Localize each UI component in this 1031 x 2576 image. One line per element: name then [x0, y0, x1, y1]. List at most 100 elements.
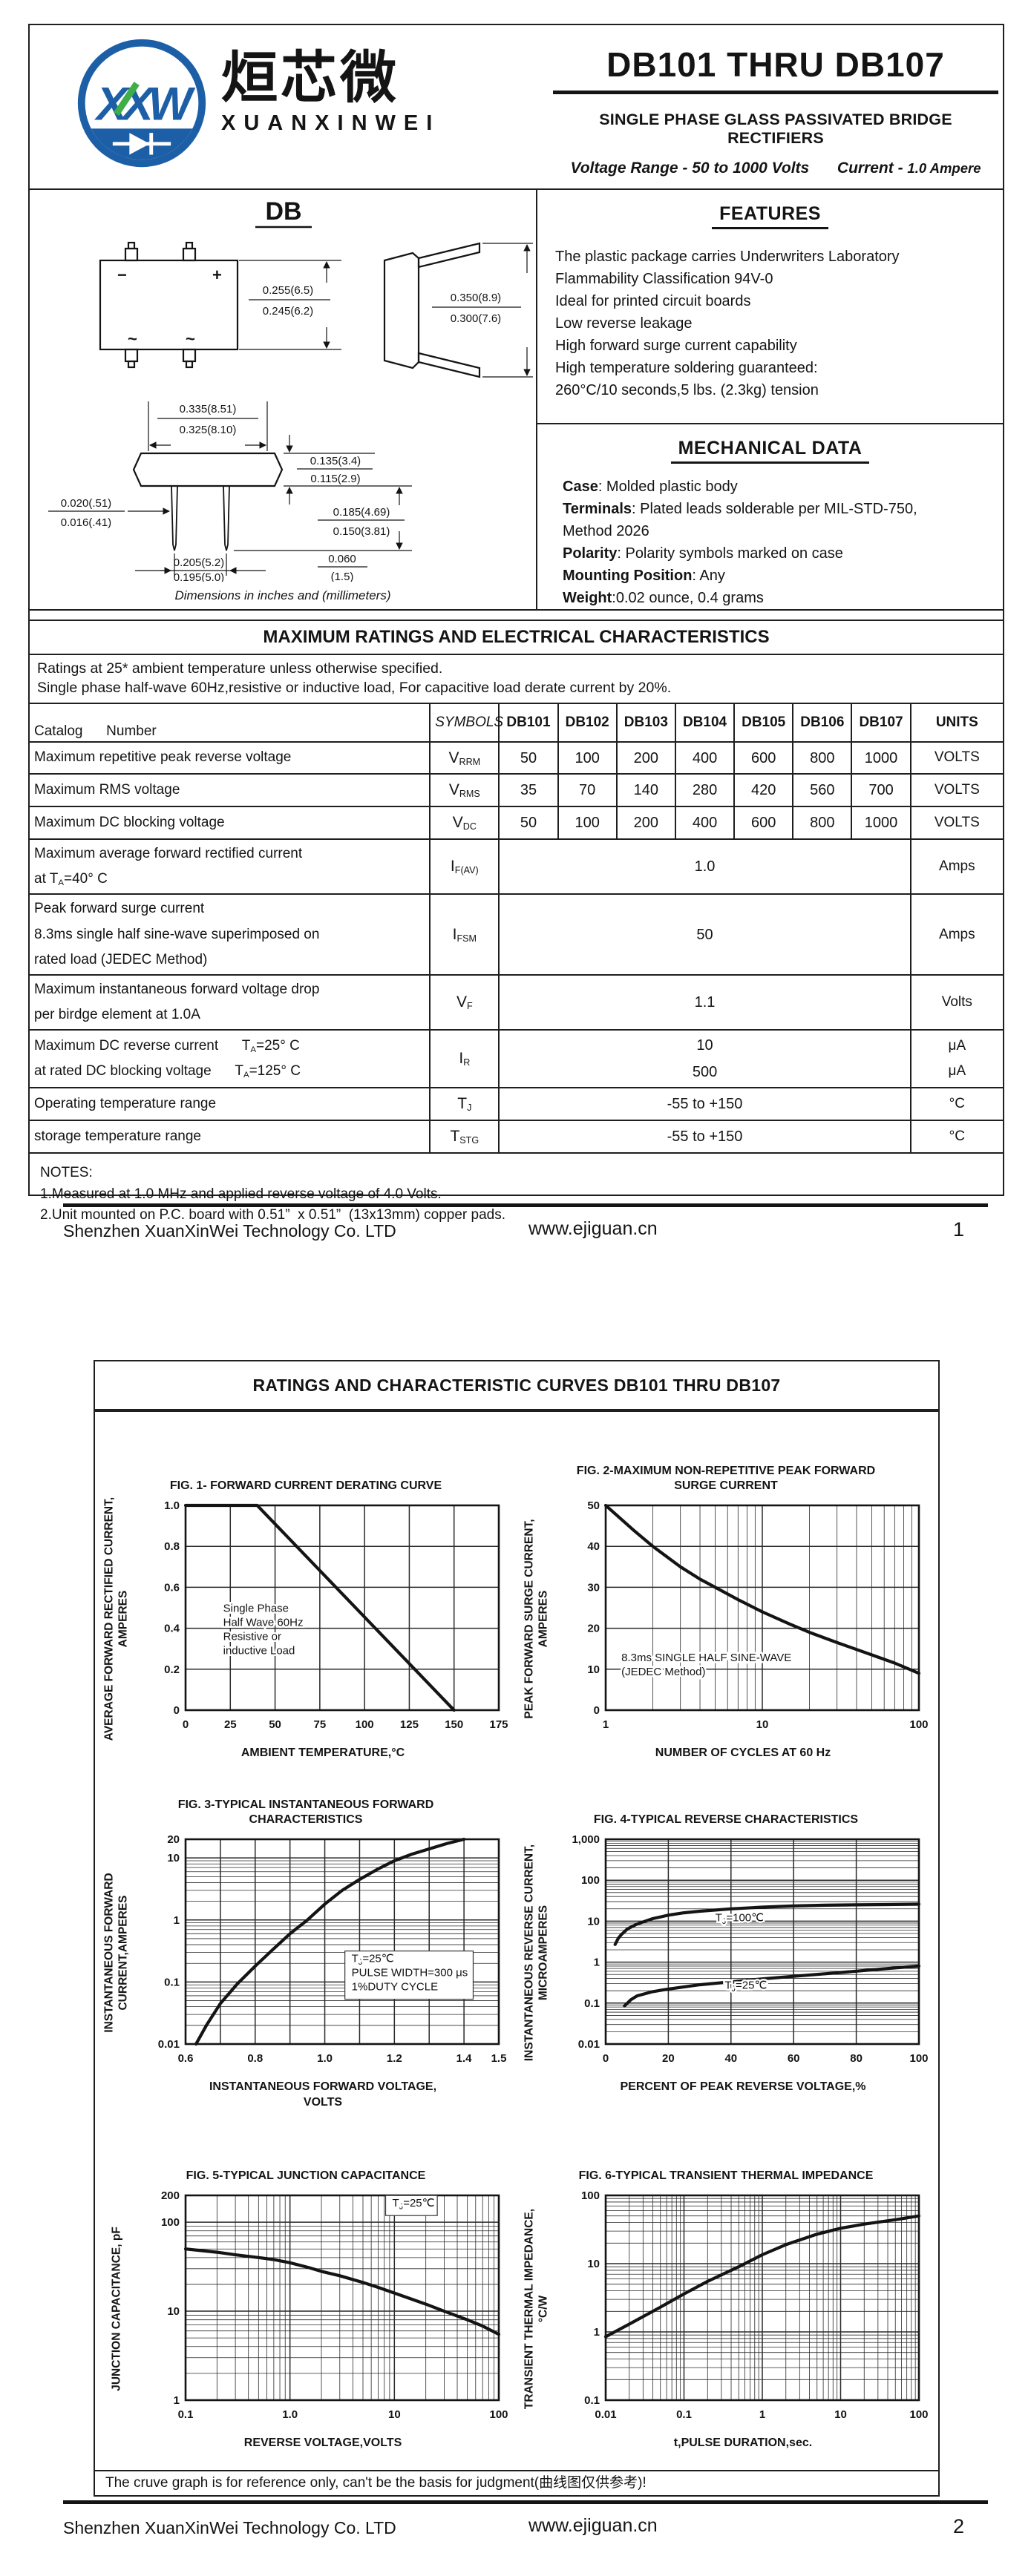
svg-text:10: 10 [587, 1663, 600, 1676]
dim-lead-width-min: 0.016(.41) [61, 516, 111, 529]
param-cell: Peak forward surge current 8.3ms single h… [30, 893, 431, 976]
svg-text:20: 20 [587, 1623, 600, 1635]
figure-6-ylabel: TRANSIENT THERMAL IMPEDANCE, °C/W [523, 2208, 550, 2410]
mechanical-data-section: MECHANICAL DATA Case: Molded plastic bod… [537, 424, 1003, 609]
svg-text:1.0: 1.0 [317, 2052, 333, 2065]
mechanical-item: Terminals: Plated leads solderable per M… [563, 501, 917, 517]
polarity-ac-left: ~ [128, 329, 137, 348]
svg-text:0.4: 0.4 [164, 1623, 180, 1635]
page-2: RATINGS AND CHARACTERISTIC CURVES DB101 … [94, 1360, 940, 2497]
ratings-condition-2: Single phase half-wave 60Hz,resistive or… [37, 680, 672, 697]
figure-5-plot: 0.1 1.0 10 100 1 10 100 200 TJ=25℃ [161, 2189, 508, 2421]
voltage-current-line: Voltage Range - 50 to 1000 Volts Current… [549, 160, 1002, 177]
page-number-2: 2 [953, 2515, 965, 2537]
svg-text:100: 100 [909, 2052, 928, 2065]
svg-text:100: 100 [909, 1718, 928, 1731]
figure-4-xlabel: PERCENT OF PEAK REVERSE VOLTAGE,% [620, 2080, 866, 2093]
figure-2-xlabel: NUMBER OF CYCLES AT 60 Hz [655, 1747, 831, 1759]
features-title: FEATURES [712, 203, 828, 229]
figure-3-title: FIG. 3-TYPICAL INSTANTANEOUS FORWARD CHA… [177, 1798, 434, 1826]
mechanical-list: Case: Molded plastic body Terminals: Plat… [537, 474, 1003, 609]
svg-text:0: 0 [603, 2052, 609, 2065]
param-cell: Maximum instantaneous forward voltage dr… [30, 973, 431, 1031]
device-header-db107: DB107 [851, 702, 911, 743]
symbol-cell: IF(AV) [429, 838, 500, 896]
svg-text:0.1: 0.1 [584, 1997, 600, 2010]
param-cell: Operating temperature range [30, 1087, 431, 1122]
mechanical-item: Polarity: Polarity symbols marked on cas… [563, 545, 843, 562]
figure-4-body: INSTANTANEOUS REVERSE CURRENT, MICROAMPE… [520, 1830, 932, 2075]
table-row: Maximum instantaneous forward voltage dr… [30, 973, 1003, 1031]
svg-text:80: 80 [850, 2052, 863, 2065]
figure-1-xlabel: AMBIENT TEMPERATURE,°C [240, 1747, 405, 1759]
features-list: The plastic package carries Underwriters… [537, 240, 1003, 401]
svg-text:50: 50 [269, 1718, 281, 1731]
svg-text:0.8: 0.8 [164, 1540, 180, 1553]
symbol-cell: TSTG [429, 1120, 500, 1154]
dim-lead-pitch-max: 0.205(5.2) [174, 556, 224, 569]
svg-text:0.1: 0.1 [178, 2408, 194, 2421]
value-cell: -55 to +150 [498, 1087, 911, 1122]
value-cell: 600 [733, 740, 794, 775]
footer-rule-1 [63, 1203, 988, 1207]
figure-4-plot: 0 20 40 60 80 100 0.01 0.1 1 10 100 1,000 TJ=100℃ TJ=… [572, 1833, 928, 2065]
footer-1: Shenzhen XuanXinWei Technology Co. LTD w… [0, 1218, 1031, 1245]
dim-standoff-value: 0.060 [328, 553, 356, 565]
value-cell: 1000 [851, 806, 911, 841]
value-cell: 140 [615, 773, 676, 808]
units-cell: VOLTS [909, 806, 1003, 841]
svg-text:Single Phase: Single Phase [223, 1603, 289, 1615]
table-header-row: Catalog Number SYMBOLS DB101 DB102 DB103… [30, 702, 1003, 743]
package-drawing-cell: DB − + ~ ~ 0.255(6.5) 0.245(6.2) 0.350(8… [30, 190, 537, 609]
svg-text:60: 60 [788, 2052, 800, 2065]
figure-1-title: FIG. 1- FORWARD CURRENT DERATING CURVE [169, 1479, 442, 1492]
dim-body-height-min: 0.245(6.2) [263, 305, 313, 318]
dim-body-width-max: 0.335(8.51) [180, 403, 237, 415]
svg-text:100: 100 [909, 2408, 928, 2421]
dim-body-thickness-max: 0.135(3.4) [310, 455, 361, 467]
svg-text:0.01: 0.01 [595, 2408, 616, 2421]
header: XXW 烜芯微 XUANXINWEI DB101 THRU DB107 [30, 25, 1003, 190]
value-cell: 50 [498, 806, 559, 841]
units-cell: °C [909, 1120, 1003, 1154]
param-cell: Maximum RMS voltage [30, 773, 431, 808]
symbol-cell: IR [429, 1029, 500, 1089]
footer-website-1: www.ejiguan.cn [528, 1218, 658, 1239]
units-cell: VOLTS [909, 740, 1003, 775]
dim-lead-length-min: 0.150(3.81) [333, 525, 390, 538]
svg-text:1: 1 [594, 2326, 600, 2339]
ratings-table: Catalog Number SYMBOLS DB101 DB102 DB103… [30, 702, 1003, 1154]
figure-2-title: FIG. 2-MAXIMUM NON-REPETITIVE PEAK FORWA… [576, 1465, 876, 1492]
figure-5-body: JUNCTION CAPACITANCE, pF 0.1 1.0 10 100 1 10 1… [99, 2186, 512, 2431]
footer-2: Shenzhen XuanXinWei Technology Co. LTD w… [0, 2515, 1031, 2542]
figure-3: FIG. 3-TYPICAL INSTANTANEOUS FORWARD CHA… [99, 1790, 512, 2111]
value-cell: 50 [498, 740, 559, 775]
units-header: UNITS [909, 702, 1003, 743]
units-cell: Volts [909, 973, 1003, 1031]
figure-1: FIG. 1- FORWARD CURRENT DERATING CURVE A… [99, 1456, 512, 1761]
table-row: Operating temperature range TJ -55 to +150… [30, 1087, 1003, 1122]
svg-text:150: 150 [445, 1718, 463, 1731]
package-name: DB [265, 197, 301, 226]
notes-section: NOTES: 1.Measured at 1.0 MHz and applied… [30, 1154, 1003, 1235]
value-cell: 1000 [851, 740, 911, 775]
notes-title: NOTES: [40, 1164, 93, 1180]
svg-text:1%DUTY CYCLE: 1%DUTY CYCLE [352, 1981, 438, 1994]
value-cell: 800 [792, 806, 853, 841]
value-cell: 1.1 [498, 973, 911, 1031]
value-cell: 35 [498, 773, 559, 808]
package-outline-drawing: DB − + ~ ~ 0.255(6.5) 0.245(6.2) 0.350(8… [48, 197, 533, 582]
svg-text:0.1: 0.1 [584, 2394, 600, 2407]
figure-5-title: FIG. 5-TYPICAL JUNCTION CAPACITANCE [186, 2169, 426, 2182]
current-value: 1.0 Ampere [907, 160, 981, 176]
svg-text:1.0: 1.0 [164, 1499, 180, 1512]
value-cell: 420 [733, 773, 794, 808]
figure-2-plot: 1 10 100 0 10 20 30 40 50 8.3ms SINGLE HALF SINE-… [587, 1499, 928, 1731]
svg-text:1: 1 [174, 1914, 180, 1927]
svg-text:Resistive or: Resistive or [223, 1631, 281, 1643]
table-row: storage temperature range TSTG -55 to +150… [30, 1120, 1003, 1154]
figure-1-plot: 0 25 50 75 100 125 150 175 0 0.2 0.4 0.6 0.8 1.0 Singl… [164, 1499, 508, 1731]
feature-line: High forward surge current capability [555, 338, 797, 354]
value-cell: 100 [557, 806, 618, 841]
footer-rule-2 [63, 2500, 988, 2504]
